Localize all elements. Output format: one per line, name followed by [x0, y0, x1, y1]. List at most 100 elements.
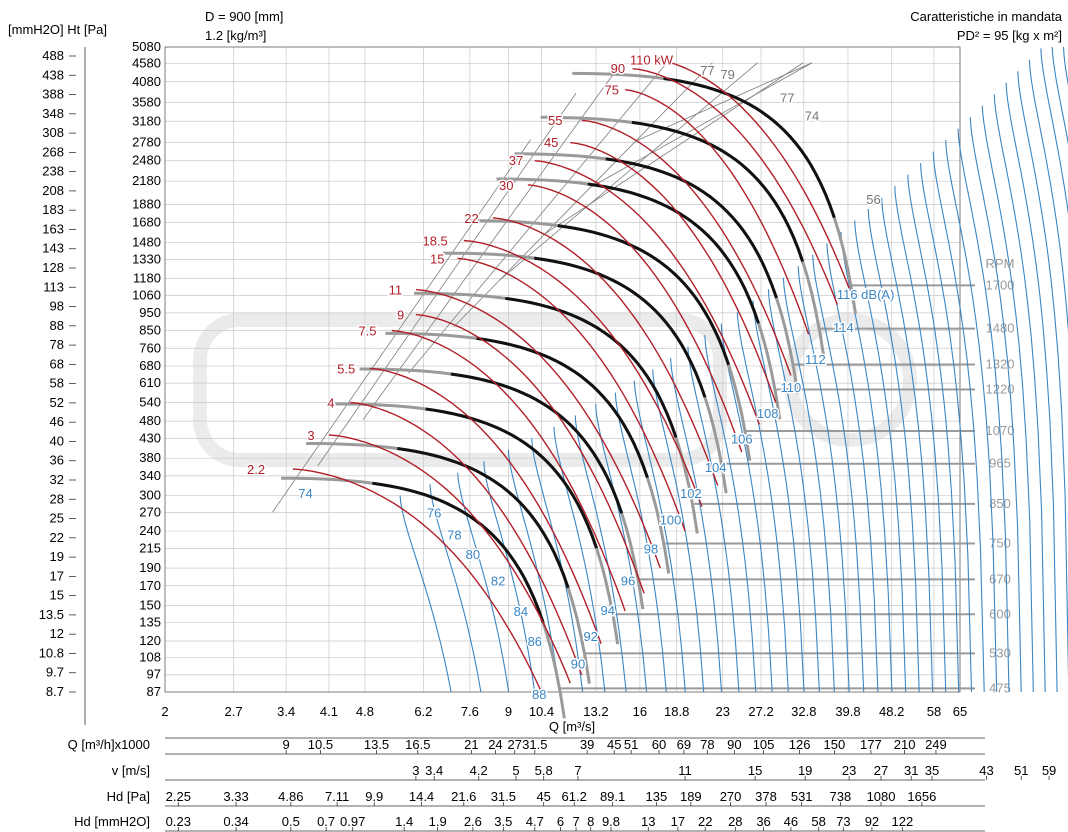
table-value: 135	[646, 789, 668, 804]
rpm-value: 1700	[986, 277, 1015, 292]
db-label: 90	[571, 657, 585, 672]
table-value: 5.8	[535, 763, 553, 778]
y-tick-label-pa: 170	[139, 578, 161, 593]
noise-curve	[429, 484, 482, 693]
db-label: 108	[757, 406, 779, 421]
noise-curves	[399, 46, 1068, 693]
y-tick-label-mm: 308	[42, 125, 64, 140]
fan-curve	[505, 296, 678, 439]
noise-curve	[981, 105, 1034, 693]
rpm-value: 1220	[986, 382, 1015, 397]
x-tick-label: 58	[927, 704, 941, 719]
y-tick-label-pa: 5080	[132, 39, 161, 54]
plot-frame	[164, 46, 961, 693]
noise-curve	[969, 117, 1022, 693]
power-label: 9	[397, 308, 404, 323]
y-tick-label-mm: 348	[42, 106, 64, 121]
y-tick-label-pa: 1060	[132, 288, 161, 303]
noise-curve	[1028, 59, 1068, 333]
x-tick-label: 23	[716, 704, 730, 719]
table-value: 21	[464, 737, 478, 752]
power-curve	[350, 401, 583, 675]
y-tick-label-mm: 17	[50, 568, 64, 583]
power-curve	[534, 160, 761, 425]
table-value: 249	[925, 737, 947, 752]
table-value: 0.34	[223, 814, 248, 829]
table-value: 9	[283, 737, 290, 752]
table-value: 0.5	[282, 814, 300, 829]
noise-curve	[1040, 48, 1068, 215]
x-tick-label: 16	[633, 704, 647, 719]
table-value: 7	[574, 763, 581, 778]
fan-curve	[587, 182, 760, 324]
noise-curve	[1062, 46, 1068, 86]
table-value: 39	[580, 737, 594, 752]
y-tick-label-mm: 36	[50, 453, 64, 468]
table-value: 1080	[867, 789, 896, 804]
noise-curve	[993, 94, 1046, 693]
table-value: 13.5	[364, 737, 389, 752]
x-tick-label: 48.2	[879, 704, 904, 719]
table-value: 2.6	[464, 814, 482, 829]
table-value: 19	[798, 763, 812, 778]
y-tick-label-pa: 1180	[133, 271, 161, 286]
inertia-label: PD² = 95 [kg x m²]	[957, 28, 1062, 43]
x-tick-label: 2.7	[224, 704, 242, 719]
table-value: 177	[860, 737, 882, 752]
table-value: 21.6	[451, 789, 476, 804]
system-line	[408, 62, 668, 374]
noise-curve	[652, 369, 705, 693]
power-curve	[369, 367, 602, 644]
system-line	[317, 92, 577, 467]
power-label: 11	[389, 283, 403, 298]
noise-curve	[907, 174, 960, 693]
power-curves	[292, 58, 850, 693]
table-value: 150	[824, 737, 846, 752]
power-curve	[328, 434, 571, 684]
noise-curve	[633, 380, 686, 693]
y-tick-label-pa: 108	[139, 650, 161, 665]
db-label: 112	[805, 352, 826, 367]
y-tick-label-mm: 22	[50, 530, 64, 545]
y-tick-label-pa: 135	[139, 614, 161, 629]
noise-curve	[1017, 71, 1068, 679]
noise-curve	[826, 243, 879, 693]
noise-curve	[687, 346, 740, 693]
y-tick-label-mm: 113	[43, 279, 64, 294]
power-curve	[391, 329, 626, 612]
table-value: 51	[624, 737, 638, 752]
y-tick-label-pa: 850	[139, 323, 161, 338]
y-tick-label-pa: 3580	[132, 94, 161, 109]
rpm-value: 1480	[986, 321, 1015, 336]
table-value: 10.5	[308, 737, 333, 752]
power-curve	[415, 313, 645, 594]
db-label: 88	[532, 687, 546, 702]
grid	[164, 46, 961, 693]
table-value: 0.97	[340, 814, 365, 829]
y-tick-label-mm: 19	[50, 549, 64, 564]
table-value: 2.25	[166, 789, 191, 804]
y-tick-label-mm: 163	[42, 221, 64, 236]
table-value: 92	[865, 814, 879, 829]
db-label: 106	[731, 432, 753, 447]
table-value: 51	[1014, 763, 1028, 778]
table-value: 378	[755, 789, 777, 804]
table-value: 78	[700, 737, 714, 752]
noise-curve	[932, 151, 985, 693]
system-line	[544, 62, 804, 235]
table-value: 31	[904, 763, 918, 778]
power-curve	[570, 141, 777, 403]
subtitle: Caratteristiche in mandata	[910, 9, 1063, 24]
y-tick-label-mm: 8.7	[46, 684, 64, 699]
y-tick-label-mm: 13.5	[39, 607, 64, 622]
y-tick-label-pa: 4580	[132, 55, 161, 70]
table-value: 4.2	[470, 763, 488, 778]
y-tick-label-pa: 2780	[132, 135, 161, 150]
y-tick-label-pa: 240	[139, 523, 161, 538]
y-tick-label-mm: 58	[50, 376, 64, 391]
x-tick-label: 13.2	[583, 704, 608, 719]
db-label: 76	[427, 505, 441, 520]
power-label: 55	[548, 113, 562, 128]
fan-curve	[425, 407, 598, 549]
table-row-label: Hd [Pa]	[107, 789, 150, 804]
